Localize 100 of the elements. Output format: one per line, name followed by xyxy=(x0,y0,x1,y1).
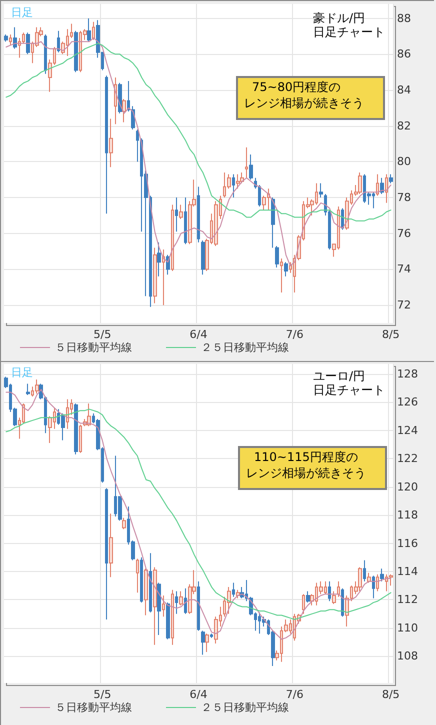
y-tick-label: 78 xyxy=(397,191,411,204)
y-tick-label: 86 xyxy=(397,48,411,61)
y-tick-label: 116 xyxy=(397,536,418,550)
candlestick xyxy=(149,195,152,308)
candlestick xyxy=(201,240,205,276)
candlestick xyxy=(87,403,91,427)
candlestick xyxy=(4,34,8,42)
candlestick xyxy=(367,572,371,584)
text: 豪ドル/円 xyxy=(313,11,366,25)
candlestick xyxy=(57,30,60,53)
candlestick xyxy=(358,172,362,194)
x-tick-label: 6/4 xyxy=(190,328,208,341)
candlestick xyxy=(184,197,187,245)
candlestick xyxy=(197,580,200,632)
candlestick xyxy=(175,197,178,232)
candlestick xyxy=(236,589,240,599)
x-tick-label: 7/6 xyxy=(286,688,304,701)
candlestick xyxy=(275,245,279,268)
candlestick xyxy=(319,182,323,198)
candlestick xyxy=(293,254,296,294)
y-tick-label: 72 xyxy=(397,298,411,312)
y-tick-label: 74 xyxy=(397,262,411,276)
candlestick xyxy=(306,590,310,604)
x-tick-label: 8/5 xyxy=(382,688,400,701)
x-tick-label: 6/4 xyxy=(190,688,208,701)
candlestick xyxy=(197,186,200,243)
candlestick xyxy=(284,262,288,277)
candlestick xyxy=(376,174,379,196)
candlestick xyxy=(162,249,165,306)
candlestick xyxy=(157,582,161,636)
candlestick xyxy=(280,258,283,294)
y-tick-label: 88 xyxy=(397,12,411,25)
candlestick xyxy=(162,594,165,618)
candlestick xyxy=(66,398,69,430)
annotation: 日足 xyxy=(11,366,33,379)
y-tick-label: 112 xyxy=(397,593,418,606)
candlestick xyxy=(380,177,384,194)
candlestick xyxy=(79,424,82,454)
candlestick xyxy=(92,21,95,40)
chart-title: ユーロ/円 xyxy=(313,369,366,383)
candlestick xyxy=(358,566,362,592)
candlestick xyxy=(201,630,205,656)
x-tick-label: 5/5 xyxy=(93,328,112,341)
line-series xyxy=(6,38,392,266)
candlestick xyxy=(372,575,375,599)
candlestick xyxy=(109,513,113,578)
candlestick xyxy=(179,590,183,606)
y-tick-label: 82 xyxy=(397,119,411,132)
candlestick xyxy=(341,588,344,618)
candlestick xyxy=(332,590,336,604)
candlestick xyxy=(184,588,187,614)
y-tick-label: 122 xyxy=(397,452,418,466)
y-tick-label: 110 xyxy=(397,621,418,634)
candlestick xyxy=(337,580,340,598)
candlestick xyxy=(140,556,143,604)
y-tick-label: 124 xyxy=(397,424,418,437)
candlestick xyxy=(271,197,275,248)
candlestick xyxy=(249,154,253,180)
candlestick xyxy=(385,174,388,204)
candlestick xyxy=(26,383,30,396)
annotation: レンジ相場が続きそう xyxy=(246,466,366,480)
candlestick xyxy=(153,247,157,304)
candlestick xyxy=(363,560,366,582)
candlestick xyxy=(302,594,305,614)
annotation: 110~115円程度の xyxy=(254,450,358,464)
y-tick-label: 84 xyxy=(397,84,411,97)
candlestick xyxy=(227,586,231,614)
candlestick xyxy=(87,18,91,42)
legend-label: ５日移動平均線 xyxy=(55,701,132,714)
candlestick xyxy=(389,174,393,184)
candlestick xyxy=(122,98,126,123)
candlestick xyxy=(171,589,174,646)
text: 日足チャート xyxy=(313,25,385,39)
candlestick xyxy=(122,517,126,530)
y-tick-label: 76 xyxy=(397,226,411,240)
annotation: 75~80円程度の xyxy=(252,80,341,94)
candlestick xyxy=(114,76,117,125)
y-tick-label: 80 xyxy=(397,155,411,168)
candlestick xyxy=(74,30,78,73)
candlestick xyxy=(245,146,248,178)
candlestick xyxy=(232,582,235,598)
y-tick-label: 126 xyxy=(397,396,418,409)
candlestick xyxy=(380,568,384,582)
legend-label: ５日移動平均線 xyxy=(55,341,132,354)
candlestick xyxy=(144,568,148,616)
candlestick xyxy=(179,204,183,220)
candlestick xyxy=(166,602,170,640)
line-series xyxy=(6,42,392,222)
legend-label: ２５日移動平均線 xyxy=(201,701,289,714)
candlestick xyxy=(232,174,235,198)
x-tick-label: 7/6 xyxy=(286,328,304,341)
candlestick xyxy=(236,174,240,190)
candlestick xyxy=(109,118,113,168)
x-tick-label: 5/5 xyxy=(93,688,112,701)
candlestick xyxy=(171,204,174,272)
candlestick xyxy=(35,379,39,394)
y-tick-label: 114 xyxy=(397,564,418,578)
candlestick xyxy=(376,574,379,592)
y-tick-label: 128 xyxy=(397,367,418,380)
candlestick xyxy=(149,552,152,613)
